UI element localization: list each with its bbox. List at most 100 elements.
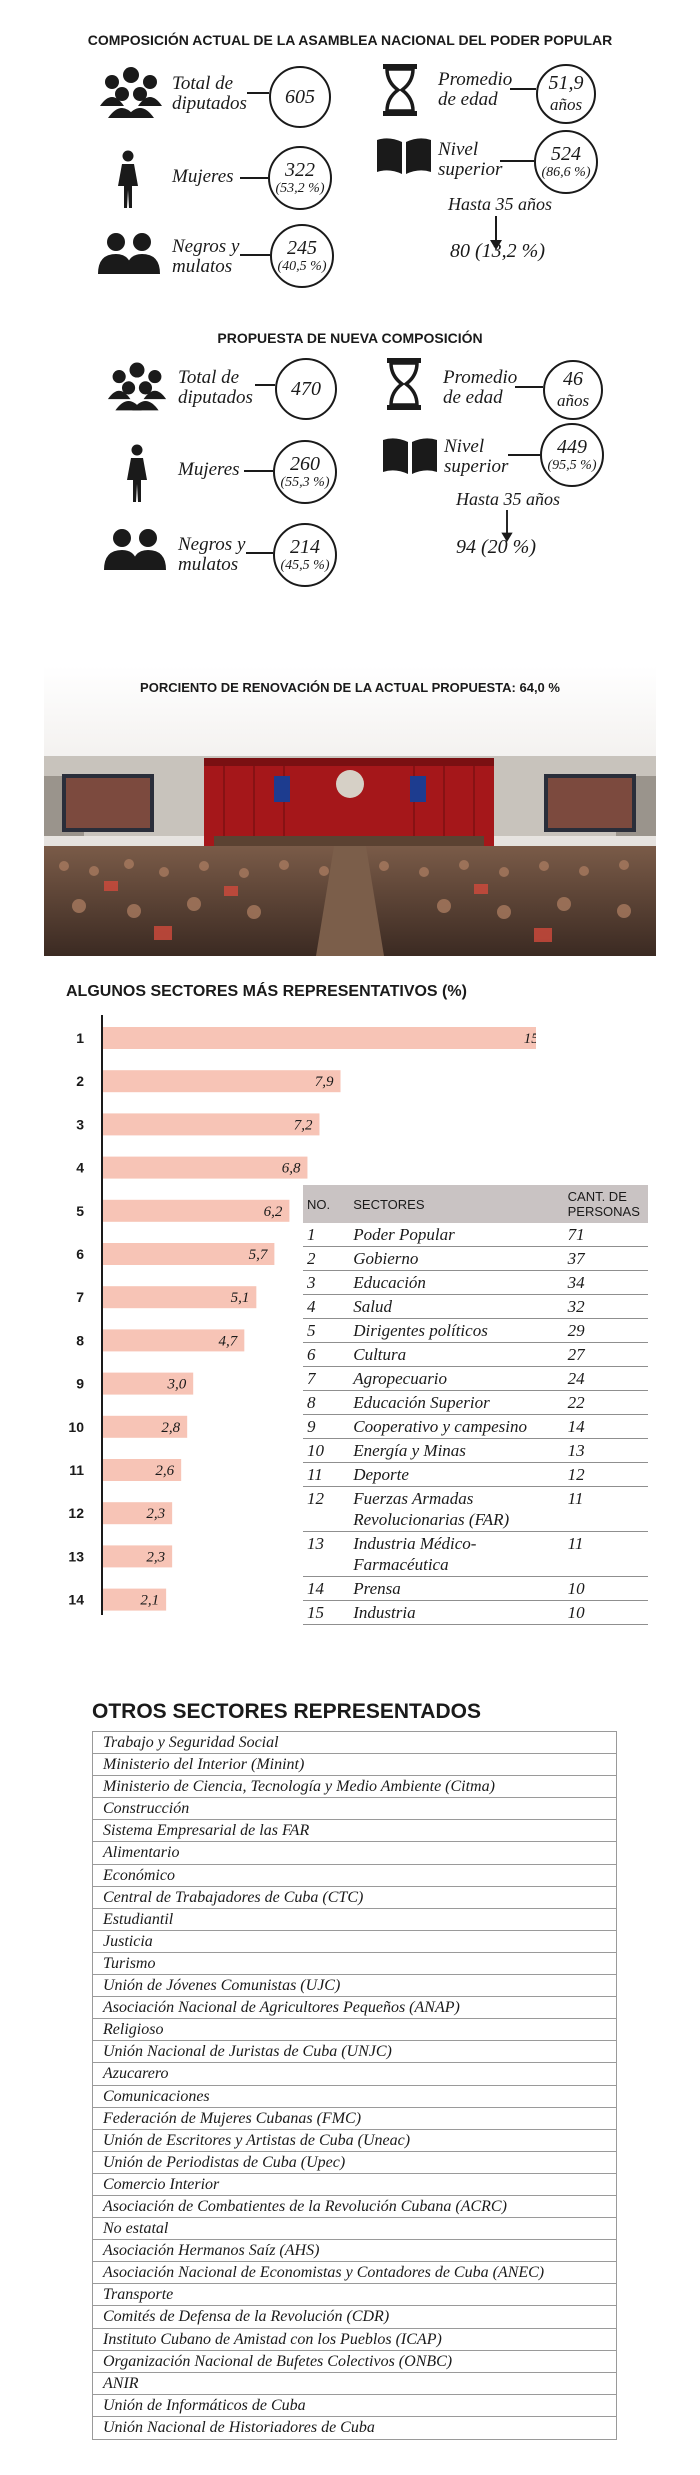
value-label: 7,9 [315,1074,334,1090]
list-item: Unión de Informáticos de Cuba [93,2395,616,2417]
table-row: 1 Poder Popular 71 [303,1223,648,1247]
table-row: 11 Deporte 12 [303,1462,648,1487]
table-row: 12 Fuerzas Armadas Revolucionarias (FAR) 1… [303,1486,648,1532]
nivel-value: 449 [557,436,587,458]
mujeres-value: 260 [290,453,320,475]
hasta-value: 80 (13,2 %) [450,240,545,262]
negros-circle: 245 (40,5 %) [270,224,334,288]
chart-title: ALGUNOS SECTORES MÁS REPRESENTATIVOS (%) [66,983,467,1000]
list-item: Comercio Interior [93,2174,616,2196]
table-row: 15 Industria 10 [303,1600,648,1625]
list-item: Instituto Cubano de Amistad con los Pueb… [93,2329,616,2351]
negros-value: 214 [290,536,320,558]
table-row: 14 Prensa 10 [303,1576,648,1601]
list-item: ANIR [93,2373,616,2395]
category-label: 6 [76,1246,84,1262]
mujeres-label: Mujeres [178,459,240,480]
assembly-hall-illustration [44,666,656,956]
table-cell-sector: Industria [349,1600,564,1625]
connector-line [508,454,540,456]
value-label: 2,3 [146,1506,165,1522]
arrow-down-icon [501,510,513,542]
nivel-label: Nivel superior [438,139,503,180]
list-item: Unión de Periodistas de Cuba (Upec) [93,2152,616,2174]
connector-line [247,92,269,94]
mujeres-circle: 322 (53,2 %) [268,146,332,210]
bar [103,1027,536,1049]
mujeres-value: 322 [285,159,315,181]
table-cell-no: 3 [303,1270,350,1295]
connector-line [255,384,275,386]
header-cant: CANT. DE PERSONAS [563,1185,648,1223]
table-cell-no: 13 [303,1531,350,1577]
connector-line [515,386,543,388]
negros-label: Negros y mulatos [178,534,246,575]
hourglass-icon [383,64,417,116]
list-item: Comités de Defensa de la Revolución (CDR… [93,2306,616,2329]
list-item: Económico [93,1865,616,1887]
table-cell-cant: 13 [563,1438,648,1463]
list-item: Unión de Jóvenes Comunistas (UJC) [93,1975,616,1998]
table-cell-sector: Gobierno [349,1246,564,1271]
table-cell-no: 2 [303,1246,350,1271]
connector-line [240,177,268,179]
table-row: 6 Cultura 27 [303,1342,648,1367]
nivel-circle: 449 (95,5 %) [540,423,604,487]
connector-line [240,254,270,256]
list-item: Ministerio del Interior (Minint) [93,1754,616,1777]
list-item: Organización Nacional de Bufetes Colecti… [93,2351,616,2373]
table-cell-cant: 37 [563,1246,648,1271]
value-label: 5,7 [249,1247,269,1263]
edad-unit: años [556,391,590,410]
table-cell-no: 10 [303,1438,350,1463]
category-label: 4 [76,1160,84,1176]
table-cell-sector: Fuerzas Armadas Revolucionarias (FAR) [349,1486,564,1532]
table-cell-cant: 24 [563,1366,648,1391]
list-item: Asociación Hermanos Saíz (AHS) [93,2240,616,2263]
value-label: 2,6 [155,1463,174,1479]
list-item: Unión de Escritores y Artistas de Cuba (… [93,2130,616,2152]
edad-label: Promedio de edad [438,69,513,110]
table-cell-cant: 71 [563,1223,648,1247]
value-label: 6,2 [264,1204,283,1220]
value-label: 7,2 [294,1117,313,1133]
nivel-label: Nivel superior [444,436,509,477]
assembly-photo: PORCIENTO DE RENOVACIÓN DE LA ACTUAL PRO… [44,666,656,956]
category-label: 1 [76,1030,84,1046]
table-cell-no: 5 [303,1318,350,1343]
table-cell-sector: Educación [349,1270,564,1295]
edad-label: Promedio de edad [443,367,518,408]
nivel-value: 524 [551,143,581,165]
table-cell-no: 12 [303,1486,350,1532]
section1-title: COMPOSICIÓN ACTUAL DE LA ASAMBLEA NACION… [87,32,613,48]
connector-line [244,470,273,472]
table-row: 5 Dirigentes políticos 29 [303,1318,648,1343]
list-item: Unión Nacional de Juristas de Cuba (UNJC… [93,2041,616,2064]
hourglass-icon [387,358,421,410]
list-item: Federación de Mujeres Cubanas (FMC) [93,2108,616,2130]
negros-pct: (45,5 %) [280,558,330,573]
nivel-pct: (95,5 %) [547,458,597,473]
table-cell-sector: Cooperativo y campesino [349,1414,564,1439]
connector-line [510,88,536,90]
negros-pct: (40,5 %) [277,259,327,274]
table-cell-sector: Educación Superior [349,1390,564,1415]
category-label: 2 [76,1073,84,1089]
value-label: 2,8 [161,1420,180,1436]
edad-unit: años [549,95,583,114]
category-label: 10 [68,1419,84,1435]
bar [103,1156,308,1179]
total-label: Total de diputados [178,367,253,408]
bar [103,1588,167,1611]
table-row: 4 Salud 32 [303,1294,648,1319]
bar [103,1070,341,1093]
table-cell-no: 4 [303,1294,350,1319]
bar [103,1243,275,1265]
table-cell-no: 1 [303,1223,350,1247]
open-book-icon [377,138,431,174]
list-item: Asociación Nacional de Economistas y Con… [93,2262,616,2285]
category-label: 7 [76,1289,84,1305]
list-item: Justicia [93,1931,616,1953]
hasta-value: 94 (20 %) [456,536,536,558]
table-cell-sector: Poder Popular [349,1223,564,1247]
